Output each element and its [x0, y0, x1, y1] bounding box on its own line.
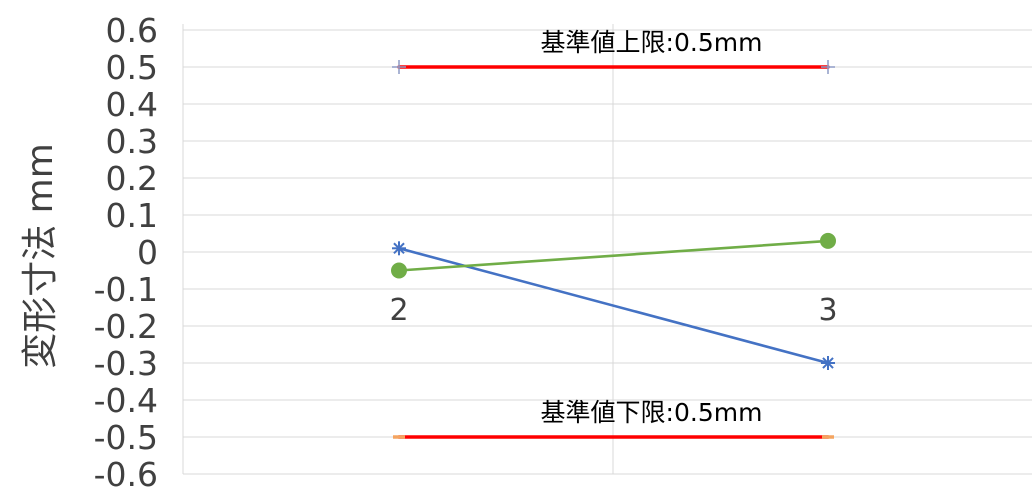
data-point-stroke	[393, 242, 405, 255]
y-tick-label: 0.1	[106, 196, 158, 235]
series-line	[397, 247, 830, 365]
y-tick-label: 0.6	[106, 11, 158, 50]
y-axis-label: 変形寸法 mm	[20, 143, 61, 369]
series-markers	[391, 60, 836, 439]
annotation-label: 基準値上限:0.5mm	[541, 28, 763, 57]
y-tick-label: 0.5	[106, 48, 158, 87]
y-tick-label: 0	[137, 233, 158, 272]
series-line	[397, 239, 830, 272]
data-point	[821, 60, 835, 74]
data-point	[820, 232, 836, 249]
data-point	[821, 356, 835, 370]
y-tick-label: -0.3	[94, 344, 158, 383]
data-point	[392, 60, 406, 74]
y-tick-label: 0.2	[106, 159, 158, 198]
annotation-label: 基準値下限:0.5mm	[541, 398, 763, 427]
data-point-stroke	[822, 357, 834, 369]
grid-lines	[182, 24, 1032, 475]
y-tick-label: -0.1	[94, 270, 158, 309]
y-tick-label: -0.6	[94, 455, 158, 491]
annotations: 基準値上限:0.5mm 基準値下限:0.5mm	[541, 28, 763, 427]
y-tick-label: -0.2	[94, 307, 158, 346]
data-point	[391, 262, 407, 279]
series-lines	[397, 65, 830, 439]
x-category-label: 2	[389, 293, 408, 328]
y-tick-label: 0.3	[106, 122, 158, 161]
y-tick-labels: 0.60.50.40.30.20.10-0.1-0.2-0.3-0.4-0.5-…	[94, 11, 158, 491]
y-tick-label: 0.4	[106, 85, 158, 124]
x-category-label: 3	[818, 293, 837, 328]
data-point	[392, 241, 406, 256]
y-tick-label: -0.5	[94, 418, 158, 457]
y-tick-label: -0.4	[94, 381, 158, 420]
